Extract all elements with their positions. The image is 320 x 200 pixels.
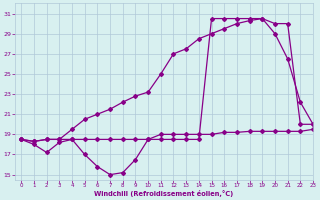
X-axis label: Windchill (Refroidissement éolien,°C): Windchill (Refroidissement éolien,°C) [94,190,234,197]
